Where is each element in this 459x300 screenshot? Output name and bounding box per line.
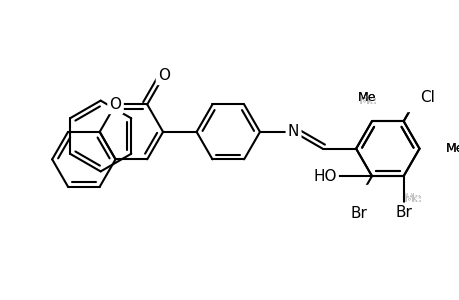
Text: Me: Me bbox=[357, 92, 376, 104]
Text: Br: Br bbox=[394, 205, 411, 220]
Text: Cl: Cl bbox=[420, 89, 434, 104]
Text: Br: Br bbox=[350, 206, 367, 221]
Text: N: N bbox=[287, 124, 298, 140]
Text: N: N bbox=[287, 124, 298, 140]
Text: Me: Me bbox=[357, 92, 376, 104]
Text: Me: Me bbox=[403, 192, 421, 205]
Text: Me: Me bbox=[358, 94, 377, 107]
Text: Me: Me bbox=[445, 142, 459, 155]
Text: Br: Br bbox=[394, 205, 411, 220]
Text: Me: Me bbox=[358, 94, 377, 107]
Text: HO: HO bbox=[313, 169, 336, 184]
Text: O: O bbox=[157, 68, 170, 83]
Text: Cl: Cl bbox=[421, 89, 436, 104]
Text: O: O bbox=[109, 97, 121, 112]
Text: HO: HO bbox=[313, 169, 336, 184]
Text: O: O bbox=[157, 68, 170, 83]
Text: O: O bbox=[157, 68, 170, 83]
Text: Me: Me bbox=[403, 192, 421, 205]
Text: Cl: Cl bbox=[420, 89, 434, 104]
Text: Me: Me bbox=[445, 142, 459, 155]
Text: O: O bbox=[109, 97, 121, 112]
